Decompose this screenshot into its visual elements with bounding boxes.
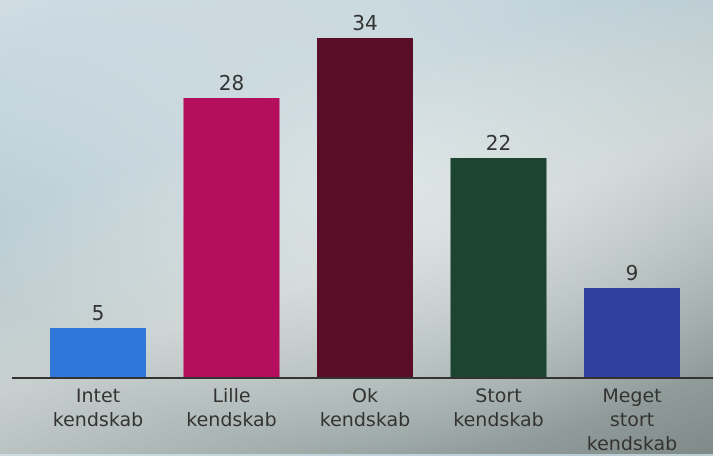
value-label: 9 — [626, 261, 639, 285]
value-label: 5 — [92, 301, 105, 325]
value-label: 28 — [219, 71, 244, 95]
x-tick-label: Ok kendskab — [313, 384, 417, 432]
bar — [451, 158, 547, 378]
x-tick-label: Stort kendskab — [447, 384, 551, 432]
value-label: 34 — [352, 11, 377, 35]
x-tick-label: Intet kendskab — [46, 384, 150, 432]
x-tick-label: Lille kendskab — [180, 384, 284, 432]
bar — [184, 98, 280, 378]
value-label: 22 — [486, 131, 511, 155]
bar — [50, 328, 146, 378]
bar — [317, 38, 413, 378]
bar — [584, 288, 680, 378]
x-tick-label: Meget stort kendskab — [580, 384, 684, 456]
page: {"chart_data": {"type": "bar", "categori… — [0, 0, 713, 454]
